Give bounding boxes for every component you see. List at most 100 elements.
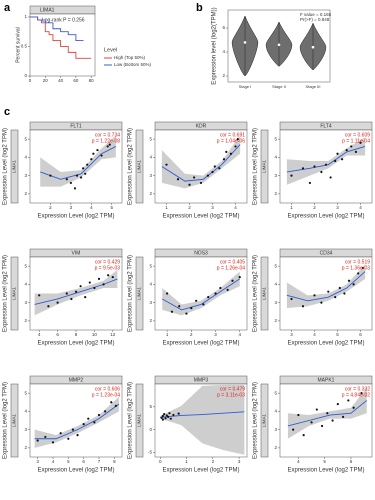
point — [163, 413, 166, 416]
x-tick-label: 4 — [234, 205, 237, 210]
x-tick-label: 3 — [238, 459, 241, 464]
legend-label: Low (Bottom 50%) — [114, 62, 152, 67]
plot-area — [154, 256, 248, 331]
survival-curve — [30, 16, 84, 42]
y-tick-label: 5 — [274, 263, 277, 268]
point — [176, 178, 180, 181]
strip-label: LIMA1 — [12, 414, 17, 428]
point — [97, 277, 101, 280]
x-tick-label: 5 — [67, 459, 70, 464]
median — [277, 43, 281, 47]
point — [236, 138, 239, 141]
y-tick-label: 3 — [24, 300, 27, 305]
side-strip — [260, 256, 269, 331]
y-axis-label: Expression Level (log2 TPM) — [128, 255, 134, 332]
side-strip — [10, 129, 19, 204]
point — [65, 178, 68, 181]
point — [49, 174, 52, 177]
point — [226, 288, 229, 291]
strip-title: FLT1 — [70, 123, 82, 129]
point — [79, 285, 82, 288]
point — [74, 290, 78, 293]
point — [164, 417, 167, 420]
strip-title: FLT4 — [320, 123, 332, 129]
fit-line — [287, 400, 368, 427]
point — [202, 303, 205, 306]
fit-line — [160, 411, 245, 418]
x-tick-label: 3 — [290, 332, 293, 337]
x-tick-label: 2 — [313, 205, 316, 210]
point — [86, 163, 89, 166]
y-axis-label: Expression Level (log2 TPM) — [3, 128, 9, 205]
x-tick-label: 4 — [38, 332, 41, 337]
p-value: p = 9.5e-03 — [95, 265, 121, 271]
side-strip — [260, 129, 269, 204]
y-tick-label: 4 — [222, 49, 225, 54]
strip-title: MMP3 — [194, 377, 209, 383]
strip-label: LIMA1 — [262, 160, 267, 174]
p-value: p = 1.23e-04 — [92, 392, 120, 398]
x-tick-label: Stage I — [239, 84, 252, 89]
median — [311, 45, 315, 49]
point — [38, 294, 41, 297]
point — [334, 159, 337, 163]
x-axis-label: Expression Level (log2 TPM) — [163, 341, 240, 347]
y-tick-label: 5 — [24, 390, 27, 395]
y-tick-label: 2 — [24, 318, 27, 323]
x-tick-label: 6 — [350, 459, 353, 464]
strip-title: MMP2 — [69, 377, 84, 383]
y-tick-label: 3 — [149, 173, 152, 178]
point — [313, 294, 316, 297]
strip-label: LIMA1 — [262, 287, 267, 301]
fit-line — [40, 146, 117, 180]
point — [290, 174, 293, 177]
y-tick-label: 2 — [24, 445, 27, 450]
point — [84, 172, 87, 175]
y-tick-label: 0 — [24, 73, 27, 78]
confidence-band — [40, 135, 116, 187]
point — [352, 406, 355, 409]
point — [308, 181, 311, 185]
point — [193, 176, 196, 179]
point — [82, 423, 85, 426]
point — [90, 158, 93, 161]
panel-label: c — [4, 106, 10, 118]
y-axis-label: Percent survival — [15, 27, 21, 63]
y-axis-label: Expression Level (log2 TPM) — [3, 255, 9, 332]
x-tick-label: 4 — [52, 459, 55, 464]
point — [44, 435, 47, 439]
point — [178, 305, 181, 308]
point — [106, 145, 109, 148]
y-tick-label: 2 — [24, 191, 27, 196]
point — [36, 439, 39, 442]
y-tick-label: -5 — [148, 450, 152, 455]
fit-line — [286, 271, 366, 302]
point — [170, 310, 174, 313]
x-tick-label: 3 — [211, 205, 214, 210]
y-tick-label: 2 — [274, 191, 277, 196]
x-axis-label: Expression Level (log2 TPM) — [38, 214, 115, 220]
y-tick-label: 0 — [149, 427, 152, 432]
panel-label: b — [196, 2, 203, 14]
point — [213, 165, 216, 168]
x-tick-label: 1 — [185, 459, 188, 464]
x-axis-label: Expression Level (log2 TPM) — [38, 341, 115, 347]
point — [361, 266, 364, 270]
point — [292, 428, 295, 431]
side-strip — [135, 383, 144, 458]
x-tick-label: 6 — [56, 332, 59, 337]
point — [219, 286, 222, 290]
point — [82, 167, 85, 170]
point — [161, 418, 164, 421]
y-tick-label: 3 — [274, 300, 277, 305]
y-tick-label: 4 — [149, 155, 152, 160]
x-tick-label: 5 — [111, 205, 114, 210]
point — [329, 176, 332, 179]
x-tick-label: 2 — [190, 332, 193, 337]
point — [211, 170, 214, 174]
y-tick-label: 2 — [149, 318, 152, 323]
x-axis-label: Expression Level (log2 TPM) — [288, 468, 365, 474]
side-strip — [10, 256, 19, 331]
point — [350, 145, 353, 148]
x-tick-label: 8 — [75, 332, 78, 337]
